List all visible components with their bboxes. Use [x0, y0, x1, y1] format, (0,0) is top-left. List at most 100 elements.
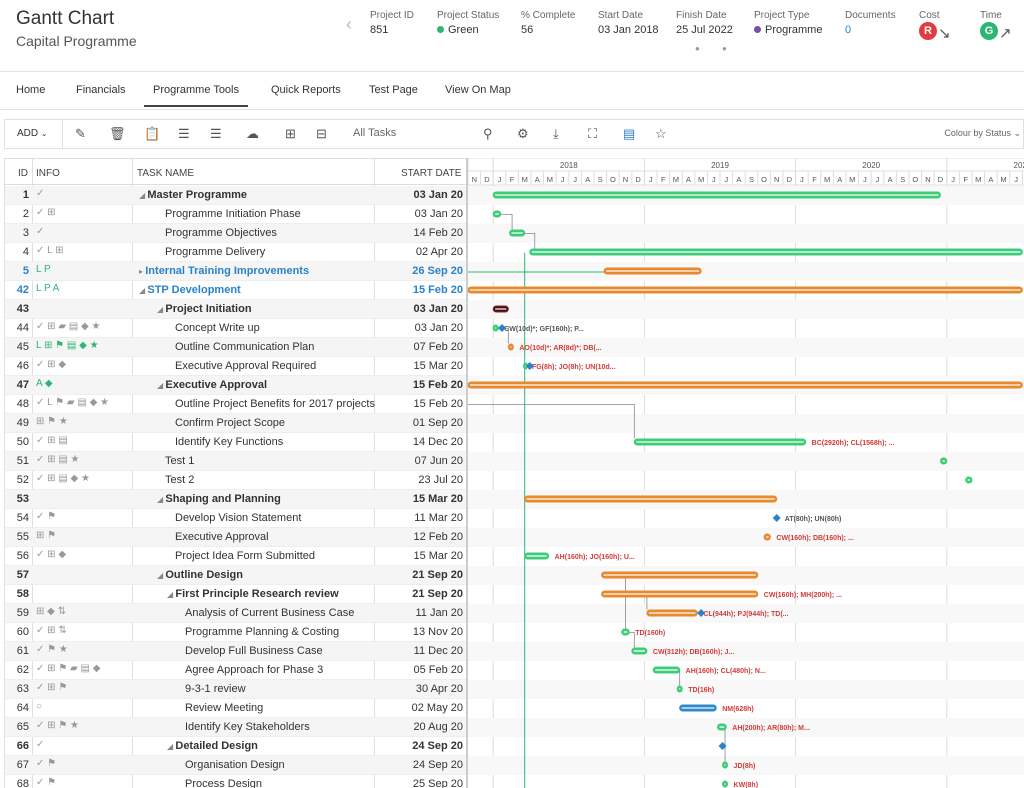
col-task-name[interactable]: TASK NAME: [137, 168, 195, 179]
comment-icon[interactable]: ▤: [623, 126, 636, 141]
filter-icon[interactable]: ⚲: [483, 126, 493, 141]
table-row[interactable]: 54 ✓ ⚑ Develop Vision Statement 11 Mar 20: [5, 509, 466, 528]
row-name-cell[interactable]: ◢ STP Development: [139, 284, 384, 296]
row-info-icons[interactable]: ○: [36, 701, 43, 712]
row-name-cell[interactable]: Develop Full Business Case: [185, 645, 430, 657]
expand-caret-icon[interactable]: ▸: [139, 267, 146, 276]
expand-caret-icon[interactable]: ◢: [139, 286, 148, 295]
row-info-icons[interactable]: ✓ ⊞ ▰ ▤ ◆ ★: [36, 321, 101, 332]
row-name-cell[interactable]: Test 1: [165, 455, 410, 467]
tab-quick-reports[interactable]: Quick Reports: [271, 84, 341, 96]
row-info-icons[interactable]: ✓ ⚑ ★: [36, 644, 68, 655]
row-name-cell[interactable]: ◢ Master Programme: [139, 189, 384, 201]
collapse-all-icon[interactable]: ⊟: [316, 126, 327, 141]
table-row[interactable]: 62 ✓ ⊞ ⚑ ▰ ▤ ◆ Agree Approach for Phase 3 0…: [5, 661, 466, 680]
table-row[interactable]: 53 ◢ Shaping and Planning 15 Mar 20: [5, 490, 466, 509]
row-name-cell[interactable]: Concept Write up: [175, 322, 420, 334]
row-info-icons[interactable]: ⊞ ⚑ ★: [36, 416, 68, 427]
indent-icon[interactable]: ☰: [178, 126, 190, 141]
table-row[interactable]: 67 ✓ ⚑ Organisation Design 24 Sep 20: [5, 756, 466, 775]
trash-icon[interactable]: 🗑: [109, 126, 126, 141]
col-id[interactable]: ID: [18, 168, 28, 179]
row-info-icons[interactable]: ✓ ⊞ ◆: [36, 359, 67, 370]
row-info-icons[interactable]: ✓ ⊞ ▤: [36, 435, 68, 446]
expand-caret-icon[interactable]: ◢: [157, 571, 166, 580]
row-name-cell[interactable]: Confirm Project Scope: [175, 417, 420, 429]
row-info-icons[interactable]: A ◆: [36, 378, 53, 389]
expand-caret-icon[interactable]: ◢: [167, 590, 176, 599]
row-info-icons[interactable]: ✓ ⊞ ⚑ ★: [36, 720, 80, 731]
row-name-cell[interactable]: Develop Vision Statement: [175, 512, 420, 524]
table-row[interactable]: 45 L ⊞ ⚑ ▤ ◆ ★ Outline Communication Plan 0…: [5, 338, 466, 357]
row-info-icons[interactable]: ✓ ⊞ ▤ ◆ ★: [36, 473, 90, 484]
row-info-icons[interactable]: ✓ ⚑: [36, 511, 57, 522]
col-start-date[interactable]: START DATE: [401, 168, 462, 179]
row-name-cell[interactable]: Programme Delivery: [165, 246, 410, 258]
row-name-cell[interactable]: Executive Approval: [175, 531, 420, 543]
row-info-icons[interactable]: ✓ ⊞ ⚑: [36, 682, 68, 693]
task-filter-input[interactable]: All Tasks: [353, 127, 397, 139]
row-info-icons[interactable]: ✓: [36, 739, 45, 750]
row-name-cell[interactable]: ◢ Detailed Design: [167, 740, 412, 752]
stat-documents[interactable]: Documents 0: [845, 10, 896, 36]
row-name-cell[interactable]: ◢ Outline Design: [157, 569, 402, 581]
table-row[interactable]: 3 ✓ Programme Objectives 14 Feb 20: [5, 224, 466, 243]
table-row[interactable]: 4 ✓ L ⊞ Programme Delivery 02 Apr 20: [5, 243, 466, 262]
table-row[interactable]: 65 ✓ ⊞ ⚑ ★ Identify Key Stakeholders 20 Aug…: [5, 718, 466, 737]
tab-home[interactable]: Home: [16, 84, 46, 96]
table-row[interactable]: 59 ⊞ ◆ ⇅ Analysis of Current Business Case…: [5, 604, 466, 623]
table-row[interactable]: 44 ✓ ⊞ ▰ ▤ ◆ ★ Concept Write up 03 Jan 20: [5, 319, 466, 338]
clipboard-icon[interactable]: 📋: [144, 126, 161, 141]
row-name-cell[interactable]: Programme Objectives: [165, 227, 410, 239]
table-row[interactable]: 50 ✓ ⊞ ▤ Identify Key Functions 14 Dec 20: [5, 433, 466, 452]
expand-caret-icon[interactable]: ◢: [157, 305, 166, 314]
table-row[interactable]: 56 ✓ ⊞ ◆ Project Idea Form Submitted 15 Mar…: [5, 547, 466, 566]
outdent-icon[interactable]: ☰: [210, 126, 222, 141]
row-name-cell[interactable]: Programme Planning & Costing: [185, 626, 430, 638]
table-row[interactable]: 52 ✓ ⊞ ▤ ◆ ★ Test 2 23 Jul 20: [5, 471, 466, 490]
table-row[interactable]: 57 ◢ Outline Design 21 Sep 20: [5, 566, 466, 585]
table-row[interactable]: 64 ○ Review Meeting 02 May 20: [5, 699, 466, 718]
table-row[interactable]: 55 ⊞ ⚑ Executive Approval 12 Feb 20: [5, 528, 466, 547]
colour-by-dropdown[interactable]: Colour by Status ⌄: [944, 128, 1021, 138]
chevron-left-icon[interactable]: ‹: [346, 14, 352, 34]
row-info-icons[interactable]: ✓ ⚑: [36, 777, 57, 788]
star-icon[interactable]: ☆: [655, 126, 667, 141]
table-row[interactable]: 66 ✓ ◢ Detailed Design 24 Sep 20: [5, 737, 466, 756]
row-name-cell[interactable]: Review Meeting: [185, 702, 430, 714]
edit-icon[interactable]: ✎: [75, 126, 86, 141]
table-row[interactable]: 58 ◢ First Principle Research review 21 Se…: [5, 585, 466, 604]
download-icon[interactable]: ⤓: [553, 126, 559, 141]
tab-test-page[interactable]: Test Page: [369, 84, 418, 96]
pager-dots[interactable]: ● ●: [695, 44, 737, 53]
table-row[interactable]: 63 ✓ ⊞ ⚑ 9-3-1 review 30 Apr 20: [5, 680, 466, 699]
row-info-icons[interactable]: ✓ ⚑: [36, 758, 57, 769]
table-row[interactable]: 60 ✓ ⊞ ⇅ Programme Planning & Costing 13 No…: [5, 623, 466, 642]
row-name-cell[interactable]: Outline Project Benefits for 2017 projec…: [175, 398, 420, 410]
row-info-icons[interactable]: ✓ ⊞ ▤ ★: [36, 454, 80, 465]
row-info-icons[interactable]: ⊞ ⚑: [36, 530, 57, 541]
row-info-icons[interactable]: ✓: [36, 188, 45, 199]
row-name-cell[interactable]: ◢ Executive Approval: [157, 379, 402, 391]
tab-view-on-map[interactable]: View On Map: [445, 84, 511, 96]
table-row[interactable]: 51 ✓ ⊞ ▤ ★ Test 1 07 Jun 20: [5, 452, 466, 471]
row-name-cell[interactable]: ◢ First Principle Research review: [167, 588, 412, 600]
row-name-cell[interactable]: Project Idea Form Submitted: [175, 550, 420, 562]
table-row[interactable]: 5 L P ▸ Internal Training Improvements 26 S…: [5, 262, 466, 281]
row-info-icons[interactable]: ✓ ⊞ ⚑ ▰ ▤ ◆: [36, 663, 101, 674]
expand-caret-icon[interactable]: ◢: [139, 191, 148, 200]
table-row[interactable]: 61 ✓ ⚑ ★ Develop Full Business Case 11 Dec …: [5, 642, 466, 661]
tab-programme-tools[interactable]: Programme Tools: [144, 84, 248, 107]
row-name-cell[interactable]: Test 2: [165, 474, 410, 486]
cloud-icon[interactable]: ☁: [246, 126, 259, 141]
row-info-icons[interactable]: ✓ ⊞ ◆: [36, 549, 67, 560]
gear-icon[interactable]: ⚙: [517, 126, 529, 141]
col-info[interactable]: INFO: [36, 168, 60, 179]
expand-caret-icon[interactable]: ◢: [167, 742, 176, 751]
tab-financials[interactable]: Financials: [76, 84, 126, 96]
fullscreen-icon[interactable]: ⛶: [588, 126, 598, 141]
row-info-icons[interactable]: L ⊞ ⚑ ▤ ◆ ★: [36, 340, 99, 351]
row-name-cell[interactable]: Identify Key Functions: [175, 436, 420, 448]
row-name-cell[interactable]: 9-3-1 review: [185, 683, 430, 695]
row-info-icons[interactable]: ✓ ⊞: [36, 207, 56, 218]
